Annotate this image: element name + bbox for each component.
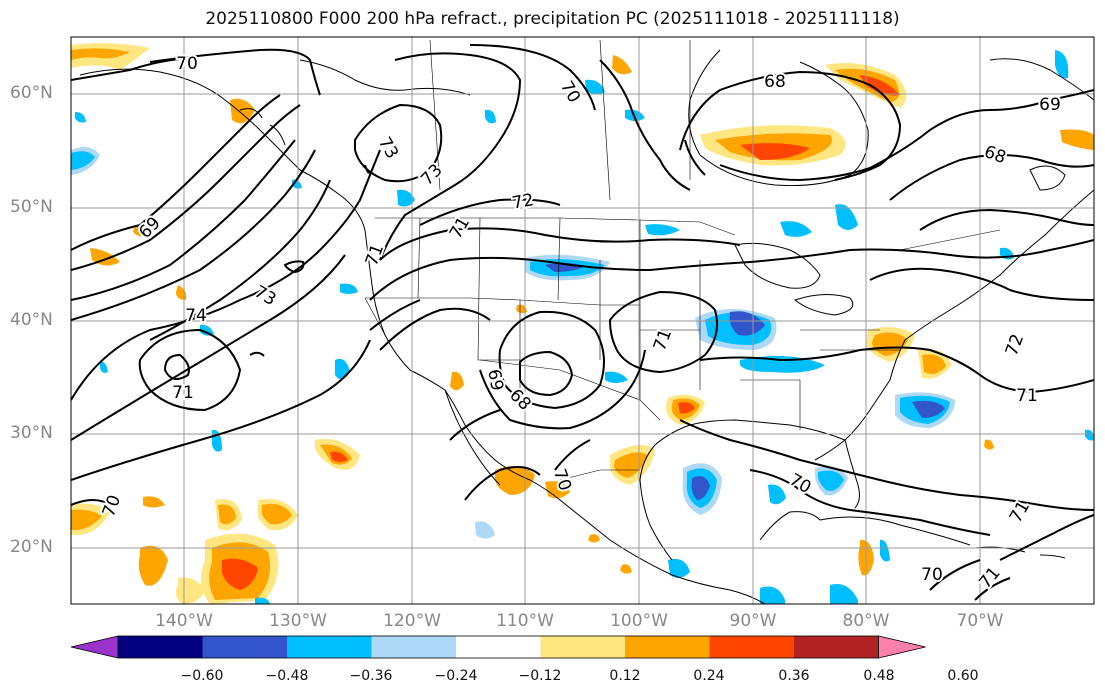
- lon-label-140w: 140°W: [155, 611, 213, 631]
- colorbar-segment: [540, 636, 625, 658]
- refractivity-contours: [71, 44, 1094, 601]
- lon-label-100w: 100°W: [610, 611, 668, 631]
- lon-label-110w: 110°W: [496, 611, 554, 631]
- colorbar-tick-label: 0.12: [609, 668, 641, 684]
- colorbar-extend-high: [878, 635, 926, 659]
- map-title: 2025110800 F000 200 hPa refract., precip…: [205, 9, 900, 29]
- colorbar-tick-label: 0.48: [863, 668, 895, 684]
- precip-shading: [71, 43, 1094, 604]
- colorbar-tick-label: −0.60: [180, 668, 224, 684]
- colorbar-outline: [117, 635, 879, 659]
- lon-label-120w: 120°W: [383, 611, 441, 631]
- contour-label: 70: [176, 54, 198, 74]
- contour-label: 70: [921, 565, 943, 585]
- colorbar: [70, 635, 926, 659]
- lon-label-70w: 70°W: [956, 611, 1004, 631]
- colorbar-tick-label: 0.60: [947, 668, 979, 684]
- colorbar-segment: [287, 636, 372, 658]
- map-frame: [70, 36, 1095, 605]
- lat-label-50n: 50°N: [10, 197, 53, 217]
- contour-label: 69: [483, 368, 506, 393]
- colorbar-tick-label: 0.36: [778, 668, 810, 684]
- graticule: [71, 37, 1094, 604]
- contour-label: 71: [1016, 386, 1038, 406]
- contour-label: 74: [185, 306, 207, 326]
- colorbar-segment: [202, 636, 287, 658]
- colorbar-segment: [794, 636, 879, 658]
- colorbar-segment: [709, 636, 794, 658]
- colorbar-extend-low: [70, 635, 119, 659]
- lat-label-30n: 30°N: [10, 423, 53, 443]
- colorbar-tick-label: −0.48: [265, 668, 309, 684]
- colorbar-segment: [371, 636, 456, 658]
- contour-label: 72: [511, 190, 536, 213]
- lat-label-20n: 20°N: [10, 537, 53, 557]
- colorbar-tick-label: −0.36: [349, 668, 393, 684]
- colorbar-segment: [118, 636, 203, 658]
- colorbar-segment: [456, 636, 541, 658]
- colorbar-tick-label: −0.24: [434, 668, 478, 684]
- lat-label-40n: 40°N: [10, 310, 53, 330]
- colorbar-tick-label: 0.24: [693, 668, 725, 684]
- colorbar-tick-label: −0.12: [518, 668, 562, 684]
- lon-label-80w: 80°W: [842, 611, 890, 631]
- colorbar-segment: [625, 636, 710, 658]
- contour-label: 69: [1039, 95, 1061, 115]
- contour-label: 68: [764, 72, 786, 92]
- political-borders: [364, 39, 1001, 481]
- lon-label-90w: 90°W: [729, 611, 777, 631]
- contour-label: 71: [172, 383, 194, 403]
- lon-label-130w: 130°W: [269, 611, 327, 631]
- lat-label-60n: 60°N: [10, 83, 53, 103]
